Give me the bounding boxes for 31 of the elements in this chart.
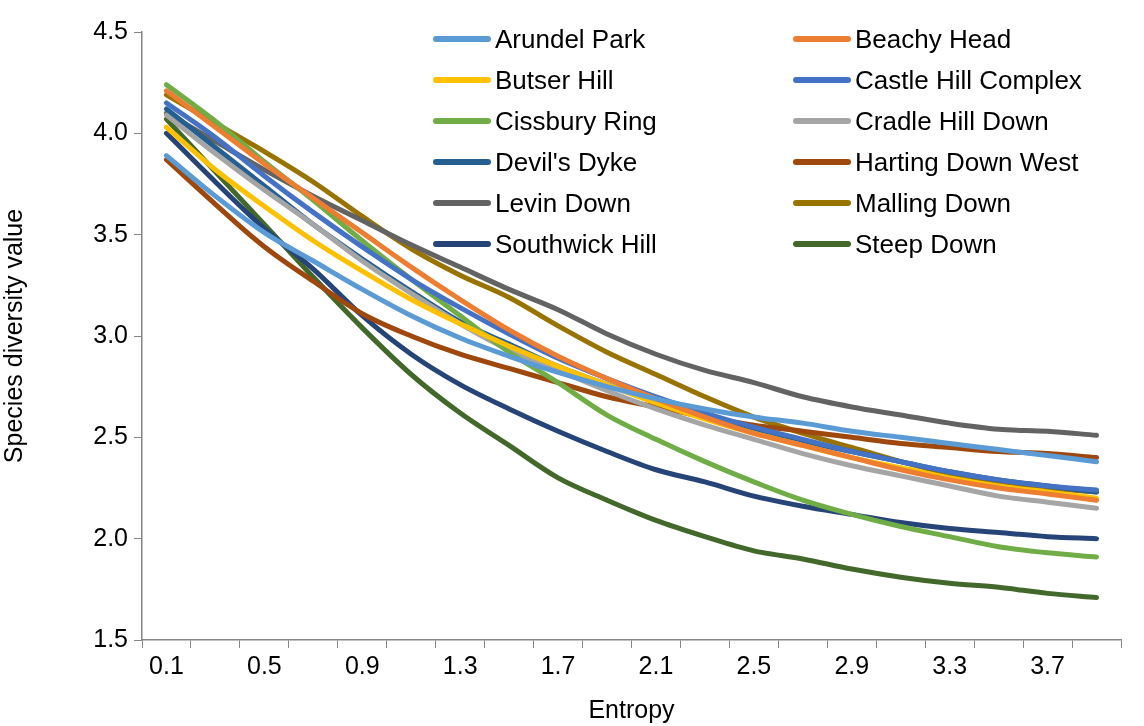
- y-tick-label: 3.5: [93, 218, 128, 247]
- x-tick-label: 0.1: [149, 650, 184, 679]
- x-tick-label: 0.5: [246, 650, 282, 679]
- legend-label: Butser Hill: [495, 64, 614, 96]
- legend-label: Arundel Park: [495, 23, 646, 55]
- legend-label: Malling Down: [855, 187, 1012, 219]
- legend-label: Devil's Dyke: [495, 146, 638, 178]
- x-axis-title: Entropy: [588, 694, 676, 723]
- y-tick-label: 4.0: [93, 117, 128, 146]
- x-tick-label: 1.3: [442, 650, 478, 679]
- y-tick-label: 2.0: [93, 522, 128, 551]
- y-axis-title: Species diversity value: [0, 208, 27, 464]
- y-tick-label: 3.0: [93, 319, 128, 348]
- x-tick-label: 1.7: [540, 650, 576, 679]
- legend-label: Levin Down: [495, 187, 631, 219]
- legend-label: Beachy Head: [855, 23, 1012, 55]
- y-tick-label: 4.5: [93, 15, 128, 44]
- legend-label: Castle Hill Complex: [855, 64, 1082, 96]
- x-tick-label: 0.9: [344, 650, 380, 679]
- x-tick-label: 2.9: [834, 650, 870, 679]
- legend-label: Steep Down: [855, 228, 997, 260]
- legend-label: Southwick Hill: [495, 228, 657, 260]
- legend-label: Cradle Hill Down: [855, 105, 1049, 137]
- x-tick-label: 3.3: [932, 650, 968, 679]
- legend-label: Cissbury Ring: [495, 105, 657, 137]
- y-tick-label: 2.5: [93, 421, 128, 450]
- x-tick-label: 2.5: [736, 650, 772, 679]
- legend-label: Harting Down West: [855, 146, 1079, 178]
- y-tick-label: 1.5: [93, 623, 128, 652]
- x-tick-label: 2.1: [638, 650, 674, 679]
- x-tick-label: 3.7: [1030, 650, 1065, 679]
